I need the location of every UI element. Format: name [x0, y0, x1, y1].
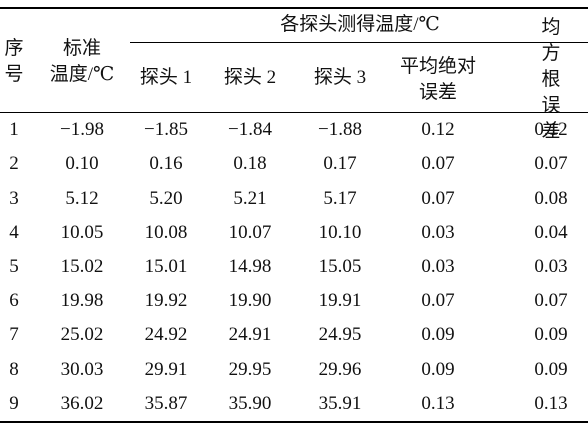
table-cell: 30.03 [60, 358, 104, 380]
table-cell: 10.08 [144, 221, 188, 243]
table-cell: 29.95 [228, 358, 272, 380]
table-cell: 35.91 [318, 392, 362, 414]
table-cell: 0.07 [421, 290, 455, 312]
table-cell: 3 [9, 187, 19, 209]
column-header: 探头 2 [223, 67, 277, 88]
column-header: 探头 3 [313, 67, 367, 88]
table-cell: −1.84 [228, 119, 272, 141]
table-cell: 0.03 [421, 221, 455, 243]
table-cell: 15.02 [60, 255, 104, 277]
table-cell: 6 [9, 290, 19, 312]
table-cell: 24.95 [318, 324, 362, 346]
table-cell: 35.87 [144, 392, 188, 414]
table-cell: 0.07 [534, 153, 568, 175]
group-header: 各探头测得温度/℃ [280, 14, 440, 35]
table-cell: −1.88 [318, 119, 362, 141]
table-cell: 10.10 [318, 221, 362, 243]
table-cell: 29.96 [318, 358, 362, 380]
table-cell: 5.21 [233, 187, 267, 209]
table-cell: 0.12 [421, 119, 455, 141]
table-cell: 0.18 [233, 153, 267, 175]
table-cell: 0.08 [534, 187, 568, 209]
table-cell: 29.91 [144, 358, 188, 380]
column-header: 平均绝对 误差 [399, 56, 477, 103]
header-rule [0, 112, 588, 113]
table-cell: 19.92 [144, 290, 188, 312]
table-cell: 1 [9, 119, 19, 141]
table-cell: 7 [9, 324, 19, 346]
table-cell: 0.13 [421, 392, 455, 414]
table-cell: 0.13 [534, 392, 568, 414]
table-cell: −1.85 [144, 119, 188, 141]
table-cell: 8 [9, 358, 19, 380]
table-cell: 24.91 [228, 324, 272, 346]
table-cell: 0.12 [534, 119, 568, 141]
table-cell: 0.10 [65, 153, 99, 175]
column-header: 均方根 误差 [541, 17, 561, 142]
table-cell: 0.09 [534, 358, 568, 380]
table-cell: 5.12 [65, 187, 99, 209]
top-rule [0, 7, 588, 9]
table-cell: 19.91 [318, 290, 362, 312]
table-cell: 15.05 [318, 255, 362, 277]
table-cell: 19.98 [60, 290, 104, 312]
table-cell: 5.20 [149, 187, 183, 209]
table-cell: 5 [9, 255, 19, 277]
table-cell: 25.02 [60, 324, 104, 346]
table-cell: 0.03 [421, 255, 455, 277]
table-cell: 15.01 [144, 255, 188, 277]
table-cell: 0.16 [149, 153, 183, 175]
table-cell: 0.09 [421, 358, 455, 380]
table-cell: 9 [9, 392, 19, 414]
table-cell: 19.90 [228, 290, 272, 312]
table-cell: 0.09 [534, 324, 568, 346]
table-cell: 5.17 [323, 187, 357, 209]
table-cell: 14.98 [228, 255, 272, 277]
table-cell: 0.17 [323, 153, 357, 175]
table-cell: 0.07 [534, 290, 568, 312]
group-rule [130, 42, 588, 43]
table-cell: 36.02 [60, 392, 104, 414]
column-header: 标准 温度/℃ [49, 38, 115, 85]
table-cell: 35.90 [228, 392, 272, 414]
table-cell: −1.98 [60, 119, 104, 141]
table-cell: 0.04 [534, 221, 568, 243]
table-cell: 0.07 [421, 153, 455, 175]
column-header: 序 号 [4, 38, 24, 85]
table-cell: 10.05 [60, 221, 104, 243]
table-cell: 10.07 [228, 221, 272, 243]
table-cell: 0.09 [421, 324, 455, 346]
table-cell: 4 [9, 221, 19, 243]
table-cell: 0.03 [534, 255, 568, 277]
bottom-rule [0, 421, 588, 423]
table-cell: 2 [9, 153, 19, 175]
table-cell: 0.07 [421, 187, 455, 209]
column-header: 探头 1 [139, 67, 193, 88]
table-cell: 24.92 [144, 324, 188, 346]
